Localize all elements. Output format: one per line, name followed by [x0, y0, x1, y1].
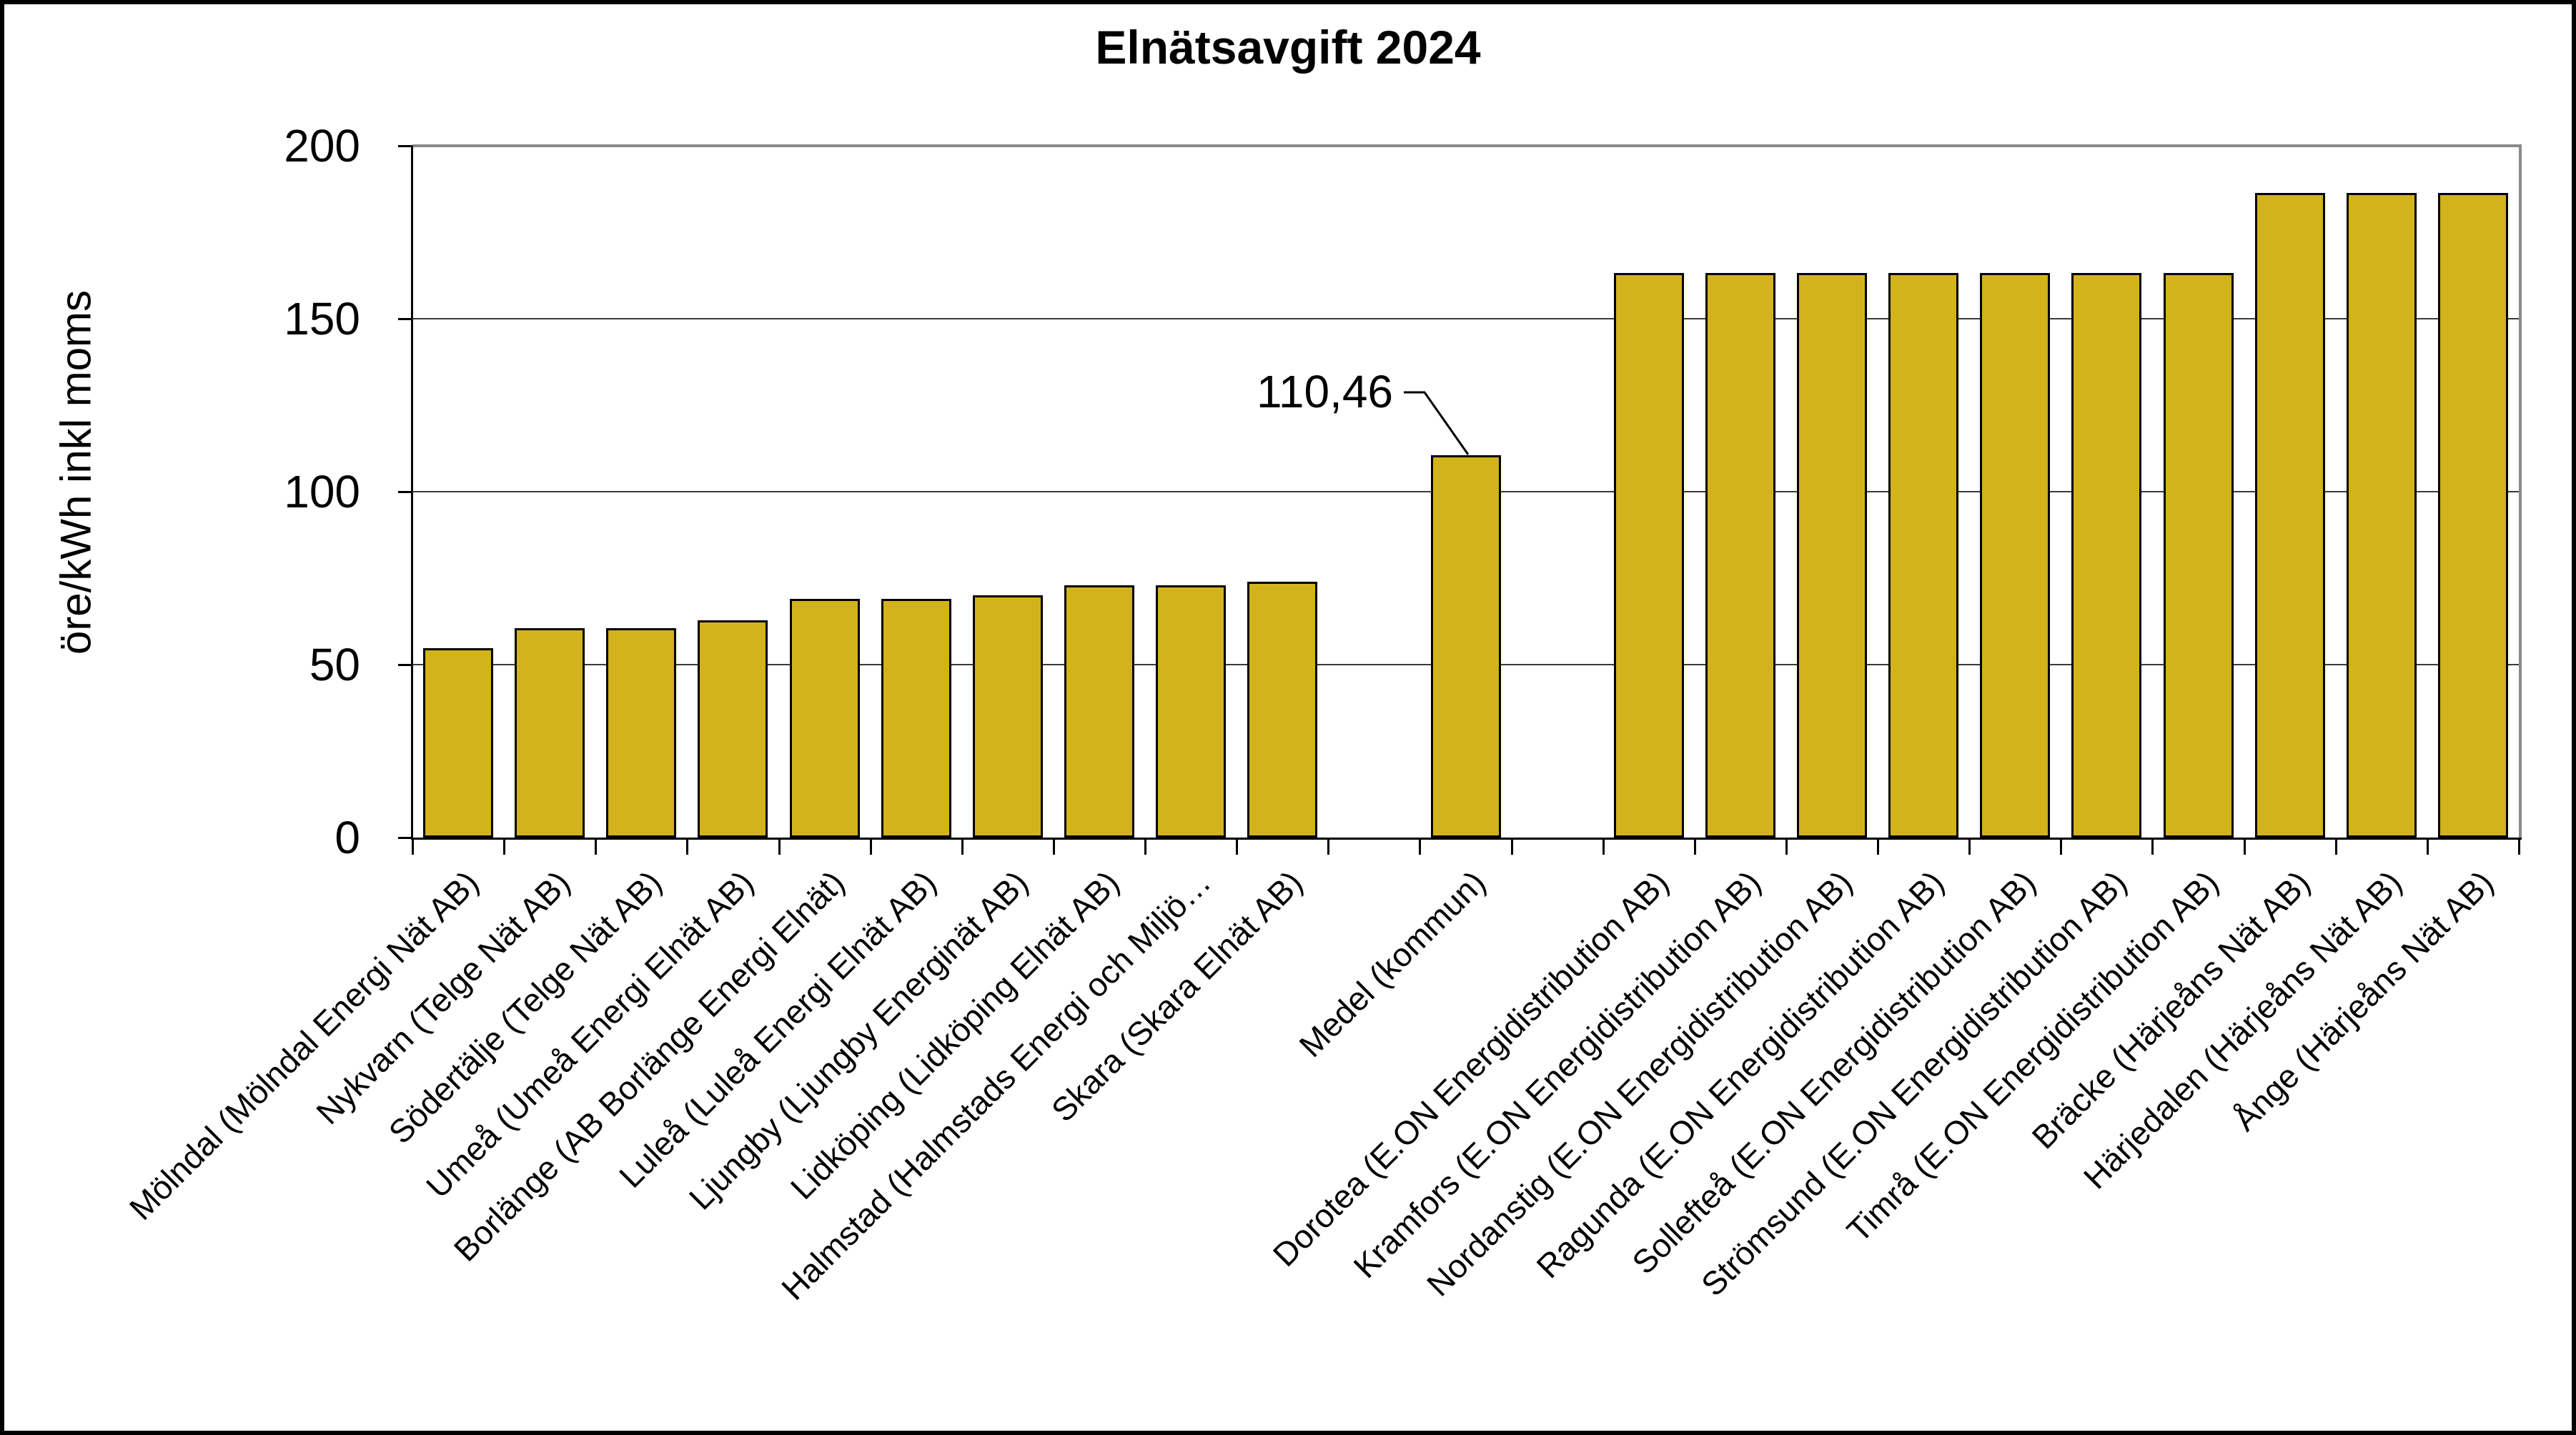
x-tick-mark-6 — [961, 839, 963, 855]
bar-6 — [881, 599, 951, 838]
bar-4 — [698, 620, 768, 838]
x-tick-mark-2 — [595, 839, 598, 855]
bar-1 — [423, 648, 494, 838]
x-tick-mark-5 — [869, 839, 872, 855]
x-tick-mark-22 — [2426, 839, 2429, 855]
bar-14 — [1797, 272, 1868, 838]
x-tick-mark-1 — [503, 839, 506, 855]
bar-5 — [789, 599, 860, 838]
x-category-label-17: Strömsund (E.ON Energidistribution AB) — [1694, 863, 2134, 1304]
x-category-label-4: Umeå (Umeå Energi Elnät AB) — [418, 863, 761, 1206]
bar-21 — [2437, 193, 2508, 838]
x-tick-mark-18 — [2060, 839, 2063, 855]
x-tick-mark-20 — [2243, 839, 2246, 855]
plot-border-top — [412, 144, 2522, 147]
bar-12 — [1613, 272, 1684, 838]
y-tick-mark-50 — [398, 664, 412, 666]
bar-3 — [606, 628, 677, 838]
x-tick-mark-21 — [2334, 839, 2337, 855]
x-axis-line — [411, 838, 2522, 840]
x-tick-mark-15 — [1785, 839, 1788, 855]
x-tick-mark-4 — [778, 839, 781, 855]
x-tick-mark-7 — [1052, 839, 1055, 855]
x-tick-mark-19 — [2151, 839, 2154, 855]
y-tick-mark-0 — [398, 837, 412, 839]
x-tick-mark-8 — [1144, 839, 1147, 855]
bar-18 — [2163, 272, 2234, 838]
y-tick-mark-150 — [398, 318, 412, 320]
bar-9 — [1156, 585, 1227, 838]
y-tick-label-100: 100 — [284, 466, 360, 517]
x-tick-mark-17 — [1968, 839, 1971, 855]
data-label-medel: 110,46 — [1257, 366, 1393, 417]
plot-border-right — [2519, 144, 2522, 839]
bar-2 — [515, 628, 585, 838]
gridline-150 — [412, 318, 2519, 319]
x-category-label-11: Medel (kommun) — [1292, 863, 1493, 1065]
x-tick-mark-16 — [1877, 839, 1880, 855]
x-category-label-14: Nordanstig (E.ON Energidistribution AB) — [1419, 863, 1860, 1304]
bar-7 — [972, 595, 1043, 838]
x-tick-mark-14 — [1693, 839, 1696, 855]
bar-10 — [1247, 581, 1318, 838]
x-category-label-8: Lidköping (Lidköping Elnät AB) — [783, 863, 1127, 1207]
x-tick-mark-0 — [412, 839, 414, 855]
bar-20 — [2346, 193, 2417, 838]
x-tick-mark-10 — [1327, 839, 1330, 855]
x-category-label-9: Halmstad (Halmstads Energi och Miljö… — [774, 863, 1219, 1307]
bar-15 — [1888, 272, 1959, 838]
y-tick-mark-200 — [398, 145, 412, 147]
x-tick-mark-13 — [1602, 839, 1605, 855]
bar-16 — [1980, 272, 2051, 838]
x-tick-mark-3 — [686, 839, 689, 855]
x-tick-mark-9 — [1236, 839, 1239, 855]
bar-8 — [1064, 585, 1134, 838]
x-category-label-7: Ljungby (Ljungby Energinät AB) — [681, 863, 1035, 1217]
chart-title: Elnätsavgift 2024 — [1095, 21, 1481, 74]
bar-13 — [1705, 272, 1775, 838]
y-tick-label-50: 50 — [309, 639, 360, 690]
y-axis-title: öre/kWh inkl moms — [51, 289, 100, 655]
x-tick-mark-23 — [2518, 839, 2520, 855]
bar-17 — [2071, 272, 2142, 838]
x-tick-mark-11 — [1419, 839, 1422, 855]
y-tick-label-200: 200 — [284, 120, 360, 172]
y-tick-label-0: 0 — [335, 812, 360, 863]
y-tick-label-150: 150 — [284, 293, 360, 344]
bar-11 — [1430, 455, 1501, 838]
y-tick-mark-100 — [398, 491, 412, 493]
x-tick-mark-12 — [1510, 839, 1513, 855]
bar-19 — [2254, 193, 2325, 838]
